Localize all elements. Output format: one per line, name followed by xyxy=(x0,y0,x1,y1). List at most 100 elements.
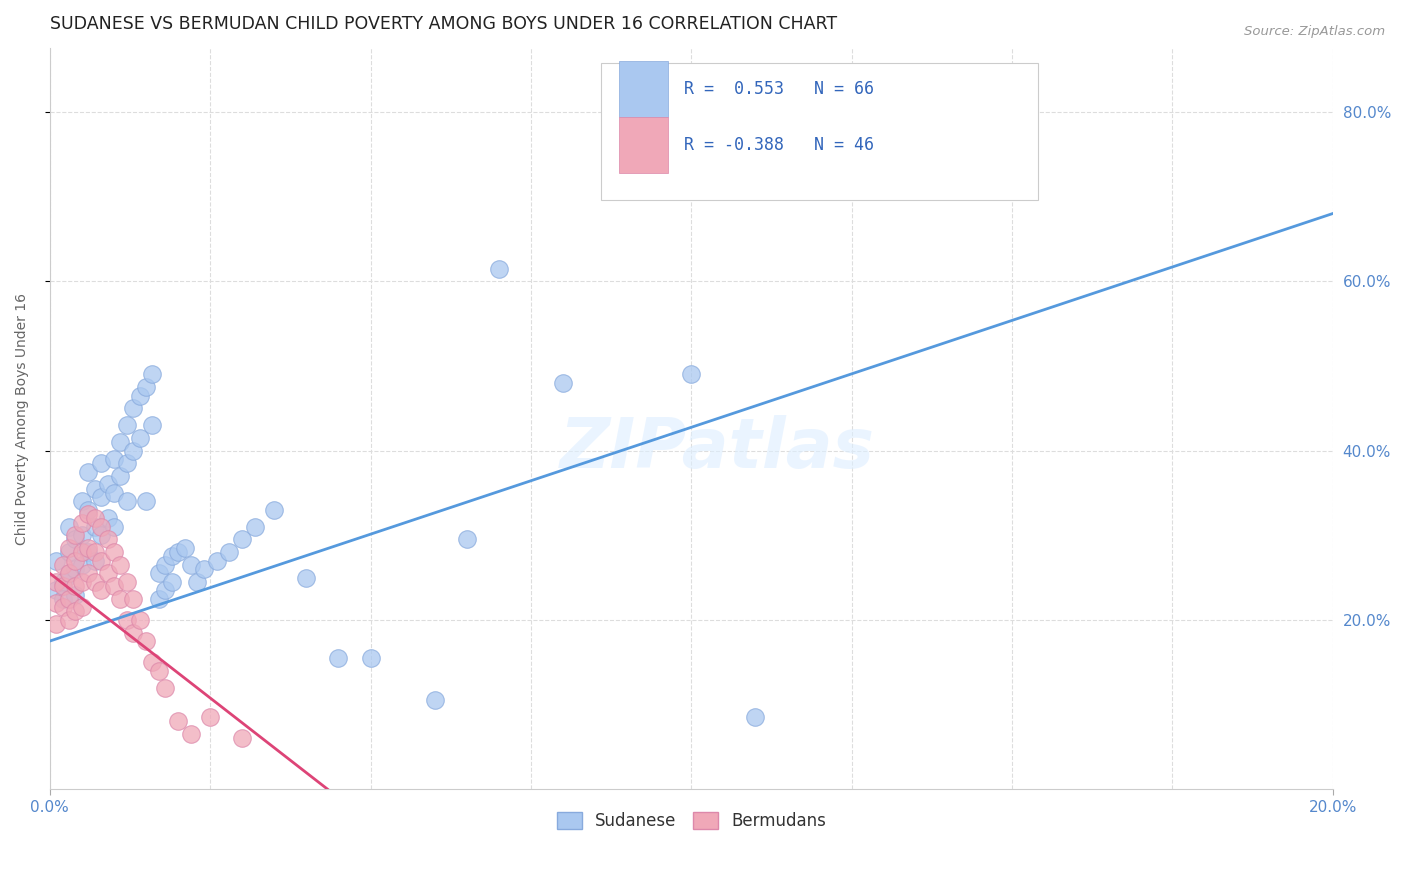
Point xyxy=(551,376,574,390)
Point xyxy=(77,541,100,555)
Legend: Sudanese, Bermudans: Sudanese, Bermudans xyxy=(550,805,832,837)
Point xyxy=(52,579,75,593)
Point xyxy=(243,520,266,534)
Point xyxy=(128,431,150,445)
Point xyxy=(148,566,170,581)
Point xyxy=(90,490,112,504)
Point xyxy=(70,494,93,508)
Point xyxy=(58,520,80,534)
Point xyxy=(65,562,87,576)
Point xyxy=(173,541,195,555)
Point xyxy=(141,368,163,382)
Point xyxy=(83,574,105,589)
Point xyxy=(231,731,253,746)
Point xyxy=(103,452,125,467)
Point xyxy=(65,604,87,618)
Point xyxy=(45,574,67,589)
Point xyxy=(122,401,145,416)
Point xyxy=(122,443,145,458)
Point xyxy=(90,528,112,542)
Text: Source: ZipAtlas.com: Source: ZipAtlas.com xyxy=(1244,25,1385,38)
Point xyxy=(70,558,93,572)
Point xyxy=(45,554,67,568)
Point xyxy=(97,566,120,581)
Point xyxy=(180,727,202,741)
Point xyxy=(58,545,80,559)
Point xyxy=(65,587,87,601)
Point xyxy=(52,600,75,615)
Point xyxy=(115,613,138,627)
Point xyxy=(70,528,93,542)
Point xyxy=(423,693,446,707)
Point xyxy=(52,591,75,606)
Point xyxy=(141,418,163,433)
Point xyxy=(58,541,80,555)
Point xyxy=(205,554,228,568)
Point xyxy=(45,617,67,632)
Point xyxy=(77,507,100,521)
Point xyxy=(936,152,959,166)
Point xyxy=(110,558,132,572)
Point xyxy=(231,533,253,547)
Point xyxy=(65,554,87,568)
Point xyxy=(103,520,125,534)
Point xyxy=(128,388,150,402)
Point xyxy=(103,579,125,593)
Point xyxy=(115,418,138,433)
Point xyxy=(77,503,100,517)
Point xyxy=(58,566,80,581)
Y-axis label: Child Poverty Among Boys Under 16: Child Poverty Among Boys Under 16 xyxy=(15,293,30,545)
Point xyxy=(115,494,138,508)
FancyBboxPatch shape xyxy=(620,61,668,118)
Point xyxy=(360,651,382,665)
Point xyxy=(456,533,478,547)
Point xyxy=(218,545,240,559)
Point xyxy=(160,549,183,564)
Point xyxy=(122,625,145,640)
Point xyxy=(263,503,285,517)
Point xyxy=(83,482,105,496)
Point xyxy=(295,571,318,585)
Point xyxy=(744,710,766,724)
Point xyxy=(65,533,87,547)
Point xyxy=(180,558,202,572)
Point xyxy=(77,465,100,479)
Point xyxy=(167,714,190,729)
Point xyxy=(110,591,132,606)
Point xyxy=(90,456,112,470)
Point xyxy=(70,600,93,615)
Point xyxy=(488,261,510,276)
Point xyxy=(122,591,145,606)
Point xyxy=(77,545,100,559)
Point xyxy=(83,554,105,568)
Point xyxy=(58,591,80,606)
Point xyxy=(135,494,157,508)
Point xyxy=(155,558,177,572)
Point xyxy=(83,545,105,559)
Point xyxy=(141,655,163,669)
Point xyxy=(115,456,138,470)
Point xyxy=(83,511,105,525)
Text: SUDANESE VS BERMUDAN CHILD POVERTY AMONG BOYS UNDER 16 CORRELATION CHART: SUDANESE VS BERMUDAN CHILD POVERTY AMONG… xyxy=(49,15,837,33)
Point xyxy=(45,596,67,610)
Point xyxy=(186,574,208,589)
Point xyxy=(70,574,93,589)
Point xyxy=(155,681,177,695)
Point xyxy=(167,545,190,559)
Point xyxy=(328,651,350,665)
Point xyxy=(110,435,132,450)
Point xyxy=(135,380,157,394)
Point xyxy=(58,566,80,581)
Point xyxy=(135,634,157,648)
Point xyxy=(65,528,87,542)
FancyBboxPatch shape xyxy=(602,63,1038,201)
Point xyxy=(155,583,177,598)
Point xyxy=(681,368,703,382)
Point xyxy=(90,554,112,568)
Point xyxy=(70,516,93,530)
FancyBboxPatch shape xyxy=(620,117,668,173)
Point xyxy=(103,545,125,559)
Point xyxy=(52,574,75,589)
Point xyxy=(65,579,87,593)
Point xyxy=(110,469,132,483)
